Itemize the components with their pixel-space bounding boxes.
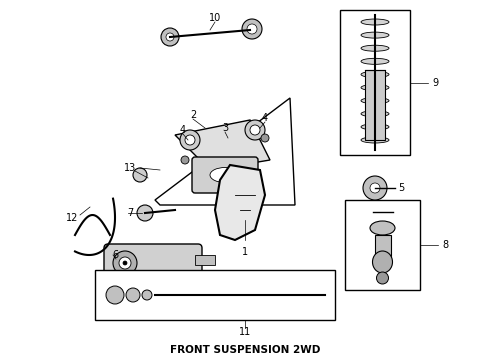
Ellipse shape bbox=[361, 19, 389, 25]
Circle shape bbox=[119, 257, 131, 269]
Circle shape bbox=[126, 288, 140, 302]
Text: 6: 6 bbox=[112, 250, 118, 260]
Ellipse shape bbox=[361, 85, 389, 91]
Text: 12: 12 bbox=[66, 213, 78, 223]
Polygon shape bbox=[175, 120, 270, 170]
Circle shape bbox=[363, 176, 387, 200]
Circle shape bbox=[123, 261, 127, 265]
Circle shape bbox=[142, 290, 152, 300]
Text: 8: 8 bbox=[442, 240, 448, 250]
Ellipse shape bbox=[361, 124, 389, 130]
Circle shape bbox=[180, 130, 200, 150]
Ellipse shape bbox=[370, 221, 395, 235]
Bar bbox=[345, 200, 420, 290]
Text: 4: 4 bbox=[262, 113, 268, 123]
Ellipse shape bbox=[361, 98, 389, 104]
Circle shape bbox=[370, 183, 380, 193]
Circle shape bbox=[247, 24, 257, 34]
Text: 3: 3 bbox=[222, 123, 228, 133]
Bar bbox=[95, 270, 335, 320]
Circle shape bbox=[166, 33, 174, 41]
Circle shape bbox=[376, 272, 389, 284]
Polygon shape bbox=[155, 98, 295, 205]
Ellipse shape bbox=[361, 45, 389, 51]
Circle shape bbox=[106, 286, 124, 304]
Circle shape bbox=[185, 135, 195, 145]
Ellipse shape bbox=[361, 137, 389, 143]
Circle shape bbox=[261, 134, 269, 142]
Ellipse shape bbox=[361, 71, 389, 77]
Circle shape bbox=[133, 168, 147, 182]
Circle shape bbox=[113, 251, 137, 275]
Polygon shape bbox=[215, 165, 265, 240]
FancyBboxPatch shape bbox=[192, 157, 258, 193]
Bar bbox=[365, 70, 385, 140]
Bar bbox=[374, 235, 391, 257]
Circle shape bbox=[245, 120, 265, 140]
Text: 1: 1 bbox=[242, 247, 248, 257]
Ellipse shape bbox=[361, 32, 389, 38]
Ellipse shape bbox=[361, 111, 389, 117]
Text: 9: 9 bbox=[432, 77, 438, 87]
Ellipse shape bbox=[372, 251, 392, 273]
Text: 10: 10 bbox=[209, 13, 221, 23]
Ellipse shape bbox=[361, 58, 389, 64]
Text: 11: 11 bbox=[239, 327, 251, 337]
Circle shape bbox=[161, 28, 179, 46]
Text: 2: 2 bbox=[190, 110, 196, 120]
Text: 13: 13 bbox=[124, 163, 136, 173]
Bar bbox=[340, 10, 410, 155]
Text: FRONT SUSPENSION 2WD: FRONT SUSPENSION 2WD bbox=[170, 345, 320, 355]
Text: 7: 7 bbox=[127, 208, 133, 218]
Circle shape bbox=[137, 205, 153, 221]
Circle shape bbox=[242, 19, 262, 39]
FancyBboxPatch shape bbox=[104, 244, 202, 282]
Bar bbox=[195, 255, 215, 265]
Text: 4: 4 bbox=[180, 125, 186, 135]
Circle shape bbox=[250, 125, 260, 135]
Circle shape bbox=[181, 156, 189, 164]
Text: 5: 5 bbox=[398, 183, 404, 193]
Ellipse shape bbox=[210, 167, 240, 183]
